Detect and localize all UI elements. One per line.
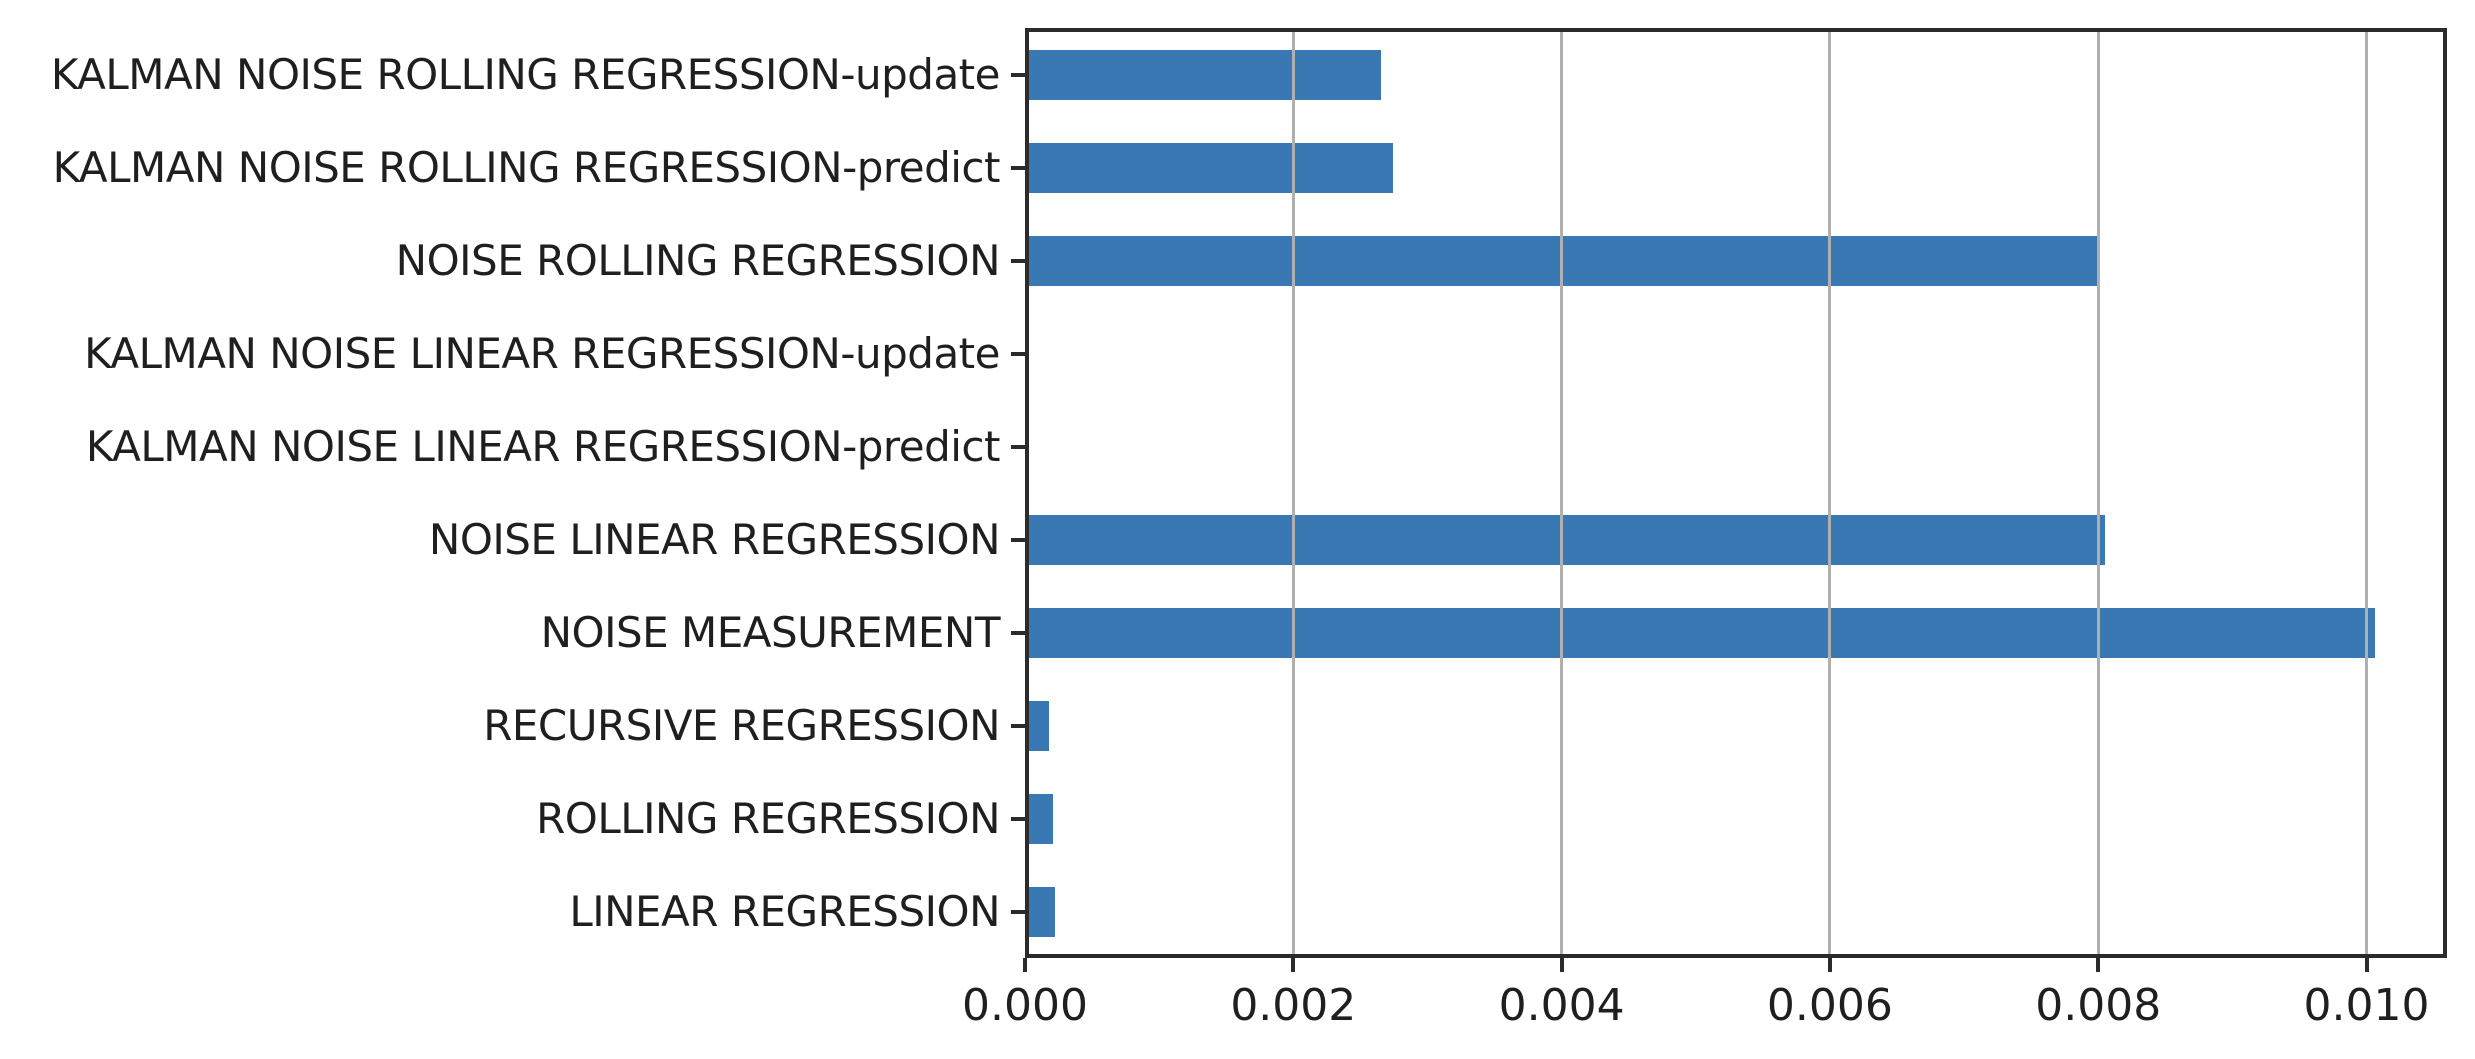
x-tick-label: 0.010: [2303, 980, 2430, 1031]
y-tick-label: LINEAR REGRESSION: [569, 887, 1000, 936]
y-tick-label: NOISE MEASUREMENT: [540, 608, 1001, 657]
y-tick-mark: [1011, 723, 1025, 728]
y-tick-label: KALMAN NOISE ROLLING REGRESSION-predict: [52, 143, 1001, 192]
gridline: [2365, 28, 2368, 958]
bar: [1025, 514, 2105, 565]
y-tick-label: KALMAN NOISE ROLLING REGRESSION-update: [50, 50, 1001, 99]
x-tick-label: 0.000: [962, 980, 1088, 1031]
y-tick-mark: [1011, 444, 1025, 449]
bar: [1025, 886, 1055, 937]
y-tick-mark: [1011, 909, 1025, 914]
x-tick-mark: [1291, 958, 1296, 972]
y-tick-label: KALMAN NOISE LINEAR REGRESSION-update: [84, 329, 1000, 378]
y-tick-mark: [1011, 816, 1025, 821]
y-tick-label: ROLLING REGRESSION: [536, 794, 1000, 843]
y-tick-mark: [1011, 630, 1025, 635]
y-tick-label: NOISE LINEAR REGRESSION: [428, 515, 1001, 564]
gridline: [1828, 28, 1832, 958]
gridline: [2096, 28, 2100, 958]
bar: [1025, 607, 2375, 658]
x-tick-mark: [2096, 958, 2101, 972]
x-tick-mark: [1827, 958, 1832, 972]
bar: [1025, 142, 1393, 193]
x-tick-label: 0.004: [1498, 980, 1625, 1031]
y-tick-label: NOISE ROLLING REGRESSION: [395, 236, 1001, 285]
bar: [1025, 700, 1050, 751]
gridline: [1291, 28, 1295, 958]
x-tick-mark: [2364, 958, 2369, 972]
y-tick-mark: [1011, 537, 1025, 542]
x-tick-label: 0.006: [1766, 980, 1893, 1031]
bar: [1025, 793, 1054, 844]
x-tick-label: 0.002: [1230, 980, 1357, 1031]
x-tick-mark: [1559, 958, 1564, 972]
y-tick-mark: [1011, 258, 1025, 263]
y-tick-label: KALMAN NOISE LINEAR REGRESSION-predict: [85, 422, 1001, 471]
bar: [1025, 49, 1381, 100]
gridline: [1560, 28, 1564, 958]
y-tick-label: RECURSIVE REGRESSION: [483, 701, 1000, 750]
x-tick-mark: [1023, 958, 1027, 972]
x-tick-label: 0.008: [2035, 980, 2162, 1031]
y-tick-mark: [1011, 351, 1025, 356]
y-tick-mark: [1011, 72, 1025, 77]
y-tick-mark: [1011, 165, 1025, 170]
